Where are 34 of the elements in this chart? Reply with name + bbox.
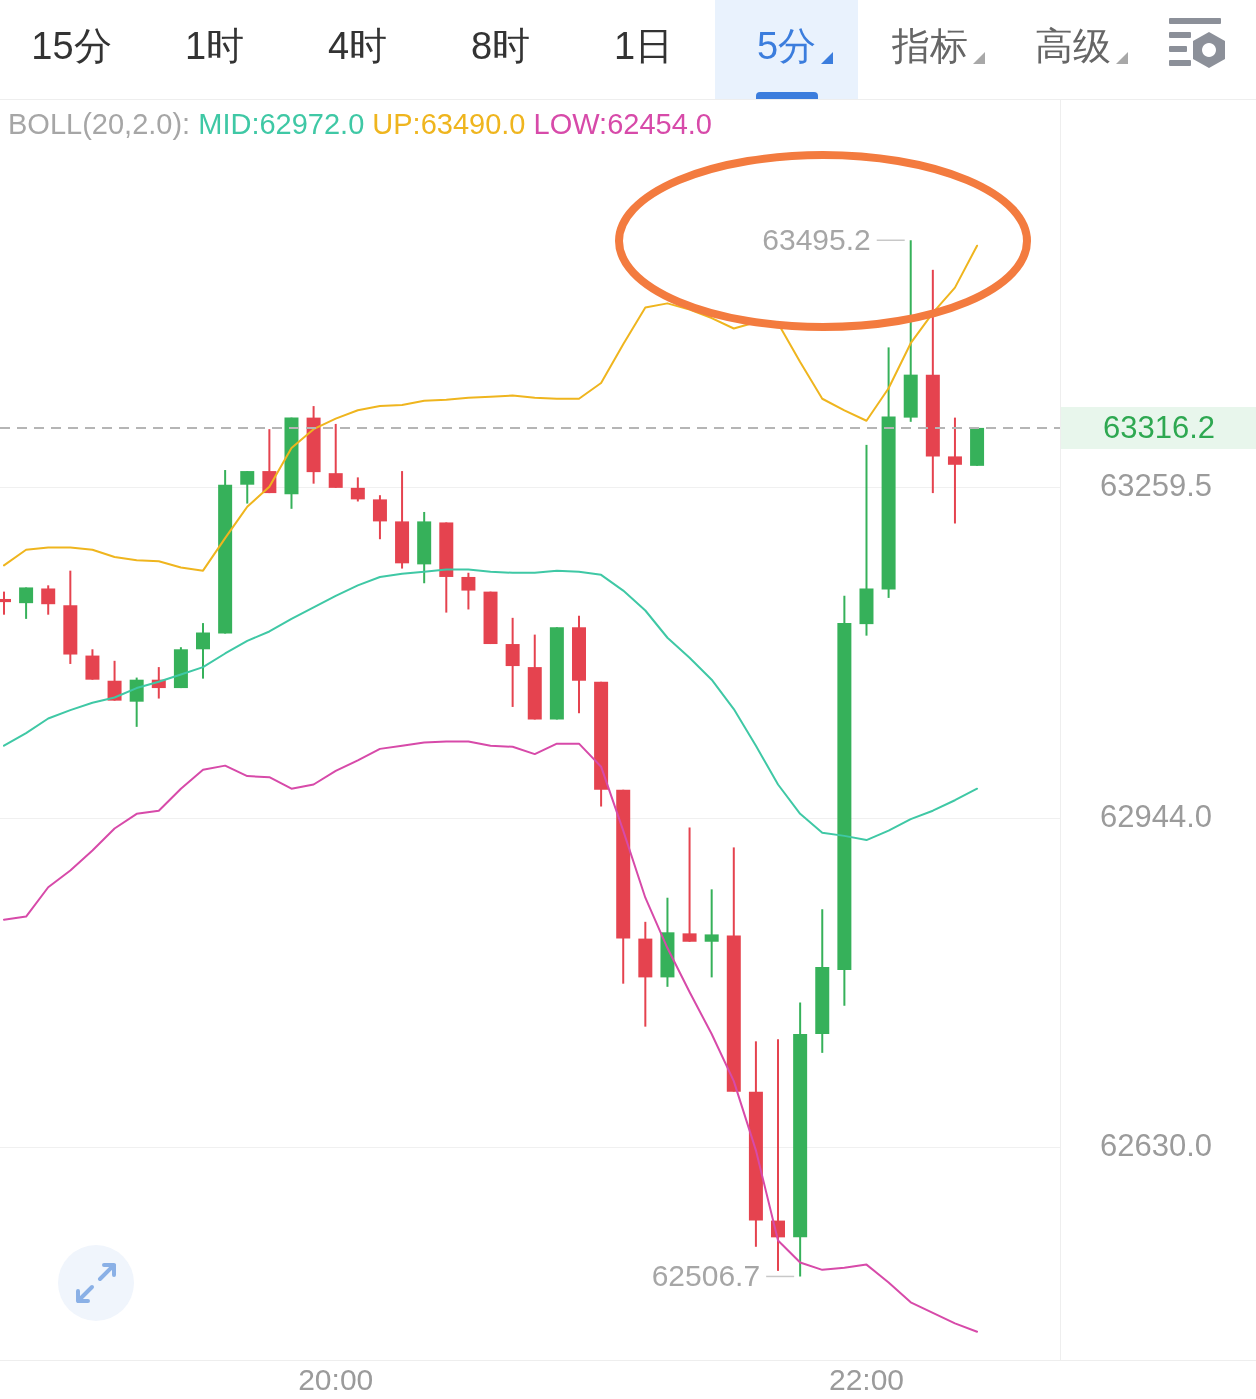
y-tick-label: 63259.5	[1100, 467, 1213, 503]
y-tick-label: 62944.0	[1100, 798, 1213, 834]
candlestick	[947, 416, 962, 525]
candlestick	[372, 494, 387, 541]
text: 4时	[327, 23, 388, 68]
candlestick	[505, 616, 520, 708]
text: 5分	[756, 23, 817, 68]
text: 63316.2	[1103, 409, 1216, 446]
text: 15分	[31, 23, 112, 68]
candlestick	[350, 476, 365, 503]
candlestick	[107, 659, 122, 702]
x-tick-label: 22:00	[828, 1363, 905, 1397]
text: LOW:62454.0	[533, 108, 712, 140]
annotation: 62506.7	[651, 1258, 761, 1292]
candlestick	[41, 584, 56, 616]
y-tick-label: 62630.0	[1100, 1127, 1213, 1163]
candlestick	[704, 888, 719, 979]
text: 1日	[613, 23, 674, 68]
text: 1时	[184, 23, 245, 68]
candlestick	[19, 586, 34, 620]
candlestick	[196, 622, 211, 680]
annotation: 63495.2	[762, 222, 871, 256]
candlestick	[129, 676, 144, 728]
candlestick	[328, 422, 343, 489]
text: MID:62972.0	[198, 108, 365, 140]
text: 高级	[1034, 23, 1111, 68]
text: 指标	[891, 23, 968, 68]
candlestick	[461, 571, 476, 611]
candlestick	[240, 470, 255, 505]
text: UP:63490.0	[372, 108, 526, 140]
legend-title: BOLL(20,2.0):	[8, 108, 191, 140]
x-tick-label: 20:00	[298, 1363, 374, 1397]
text: 8时	[470, 23, 531, 68]
candlestick	[682, 826, 697, 943]
